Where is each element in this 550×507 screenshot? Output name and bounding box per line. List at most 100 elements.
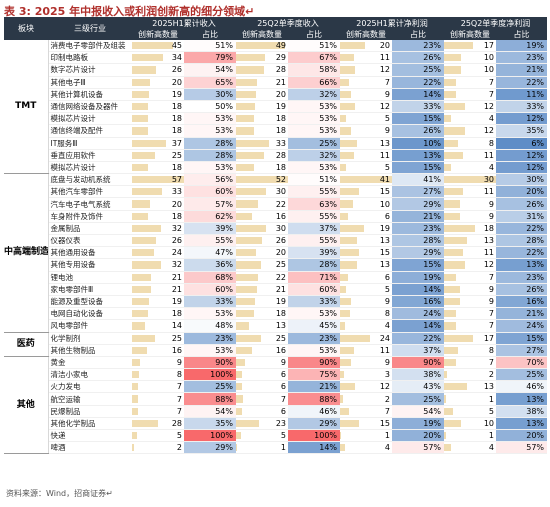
ratio-cell: 14% [392, 88, 445, 101]
count-cell: 5 [340, 161, 393, 175]
header-group-2: 25Q2单季度收入 [236, 17, 341, 29]
ratio-cell: 23% [392, 222, 445, 236]
count-bar [132, 66, 156, 74]
count-cell: 7 [340, 76, 393, 89]
count-bar [236, 322, 249, 330]
count-cell: 11 [444, 149, 497, 162]
ratio-cell: 10% [392, 137, 445, 150]
count-value: 9 [384, 126, 391, 136]
count-cell: 21 [132, 271, 184, 284]
ratio-cell: 51% [184, 40, 236, 53]
count-cell: 33 [132, 185, 184, 199]
count-cell: 13 [444, 380, 497, 394]
count-cell: 2 [444, 368, 497, 382]
count-bar [340, 237, 357, 245]
count-cell: 12 [444, 100, 497, 114]
count-value: 7 [488, 77, 495, 87]
count-value: 26 [275, 236, 286, 246]
ratio-cell: 53% [184, 112, 236, 126]
count-bar [444, 310, 457, 318]
count-cell: 5 [340, 283, 393, 296]
count-bar [236, 237, 262, 245]
count-value: 30 [275, 187, 286, 197]
count-cell: 32 [132, 258, 184, 272]
ratio-cell: 15% [392, 161, 445, 175]
ratio-cell: 26% [392, 124, 445, 138]
count-cell: 7 [132, 405, 184, 418]
count-bar [132, 358, 141, 367]
count-bar [132, 102, 149, 111]
count-bar [444, 212, 460, 220]
count-cell: 18 [132, 210, 184, 223]
ratio-cell: 25% [288, 137, 341, 150]
count-value: 34 [171, 53, 182, 63]
count-value: 2 [384, 394, 391, 404]
industry-name: 锂电池 [48, 271, 132, 284]
count-cell: 1 [444, 429, 497, 443]
count-value: 4 [384, 443, 391, 453]
industry-name: 家电零部件Ⅲ [48, 283, 132, 296]
count-bar [340, 297, 352, 306]
ratio-cell: 26% [496, 197, 548, 211]
count-value: 17 [483, 333, 495, 343]
ratio-cell: 23% [184, 332, 236, 345]
industry-name: 其他专用设备 [48, 258, 132, 272]
table-row: 医药 化学制剂 25 23% 25 23% 24 22% 17 15% [4, 332, 548, 357]
ratio-cell: 23% [496, 271, 548, 284]
count-cell: 10 [444, 417, 497, 431]
ratio-cell: 27% [496, 344, 548, 357]
ratio-cell: 24% [496, 319, 548, 333]
table-row: 数字芯片设计 26 54% 28 58% 12 25% 10 21% [4, 63, 548, 77]
ratio-cell: 70% [496, 356, 548, 370]
count-cell: 18 [444, 222, 497, 236]
count-cell: 33 [236, 137, 288, 150]
count-bar [236, 163, 254, 172]
count-bar [444, 261, 465, 269]
count-bar [340, 273, 348, 281]
count-bar [236, 78, 257, 86]
ratio-cell: 25% [496, 368, 548, 382]
count-bar [132, 432, 137, 440]
count-bar [132, 371, 140, 379]
count-cell: 16 [236, 344, 288, 357]
count-cell: 4 [444, 441, 497, 455]
count-cell: 9 [444, 210, 497, 223]
count-bar [132, 261, 162, 269]
count-cell: 57 [132, 173, 184, 187]
ratio-cell: 35% [496, 124, 548, 138]
count-bar [132, 322, 145, 330]
count-cell: 19 [236, 100, 288, 114]
count-bar [132, 90, 150, 98]
count-bar [340, 54, 354, 62]
ratio-cell: 60% [184, 185, 236, 199]
count-value: 1 [488, 431, 495, 441]
ratio-cell: 28% [392, 234, 445, 248]
count-value: 13 [379, 138, 391, 148]
count-bar [340, 310, 351, 318]
count-value: 5 [176, 431, 182, 441]
table-row: 锂电池 21 68% 22 71% 6 19% 7 23% [4, 271, 548, 284]
count-bar [444, 54, 462, 62]
count-bar [236, 212, 252, 220]
table-row: 模拟芯片设计 18 53% 18 53% 5 15% 4 12% [4, 161, 548, 175]
count-value: 18 [275, 162, 286, 172]
ratio-cell: 37% [288, 222, 341, 236]
ratio-cell: 20% [496, 429, 548, 443]
ratio-cell: 12% [496, 149, 548, 162]
ratio-cell: 66% [288, 76, 341, 89]
table-row: 火力发电 7 25% 6 21% 12 43% 13 46% [4, 380, 548, 394]
count-bar [340, 395, 343, 403]
count-bar [444, 285, 460, 293]
ratio-cell: 55% [288, 210, 341, 223]
count-value: 13 [483, 236, 495, 246]
ratio-cell: 71% [288, 271, 341, 284]
count-bar [132, 407, 139, 415]
count-cell: 16 [236, 210, 288, 223]
count-bar [132, 224, 162, 232]
industry-name: 化学制剂 [48, 332, 132, 345]
count-cell: 23 [236, 417, 288, 431]
ratio-cell: 79% [184, 51, 236, 65]
ratio-cell: 57% [184, 197, 236, 211]
ratio-cell: 38% [496, 405, 548, 418]
count-cell: 28 [132, 417, 184, 431]
